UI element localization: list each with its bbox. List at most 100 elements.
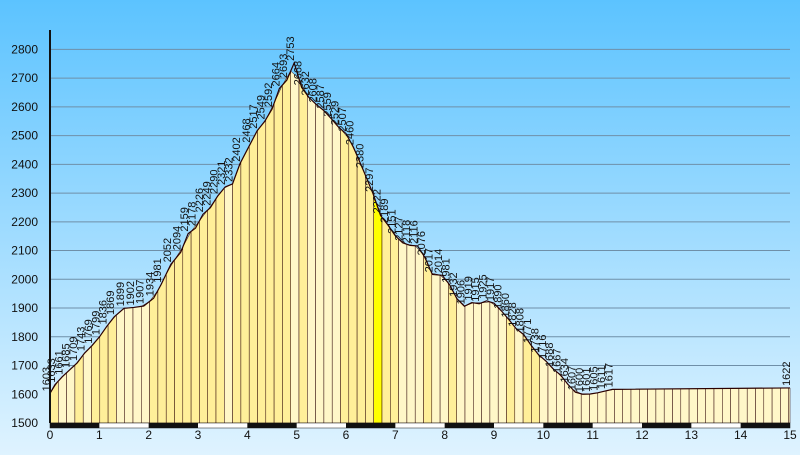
elevation-label: 2507 (337, 107, 349, 131)
elevation-bar (157, 273, 167, 424)
elevation-bar (141, 300, 150, 424)
x-tick-label: 9 (491, 428, 498, 442)
elevation-label: 1932 (448, 272, 460, 296)
elevation-label: 1600 (574, 368, 586, 392)
y-tick-label: 2400 (11, 157, 38, 171)
elevation-label: 2222 (372, 189, 384, 213)
elevation-label: 2189 (379, 198, 391, 222)
elevation-label: 2608 (307, 78, 319, 102)
x-tick-label: 1 (96, 428, 103, 442)
elevation-data-labels: 1603163316611685170917431769179918361869… (41, 36, 793, 392)
elevation-bar (780, 387, 789, 424)
x-tick-label: 3 (195, 428, 202, 442)
elevation-bar (390, 227, 399, 424)
elevation-label: 2380 (354, 144, 366, 168)
elevation-label: 2094 (172, 226, 184, 250)
x-axis-band-segment (247, 423, 297, 428)
elevation-label: 1771 (522, 319, 534, 343)
elevation-bar (423, 255, 433, 424)
x-tick-label: 11 (586, 428, 599, 442)
elevation-bar (116, 307, 125, 424)
elevation-label: 1919 (463, 276, 475, 300)
elevation-bar (331, 119, 341, 424)
elevation-label: 1769 (83, 319, 95, 343)
elevation-label: 1607 (566, 366, 578, 390)
elevation-label: 1902 (125, 281, 137, 305)
elevation-label: 2017 (423, 248, 435, 272)
elevation-label: 1743 (76, 327, 88, 351)
x-axis-band-segment (642, 423, 692, 428)
elevation-label: 1617 (603, 363, 615, 387)
y-tick-label: 2800 (11, 42, 38, 56)
x-axis-band-segment (346, 423, 396, 428)
elevation-bar (174, 246, 184, 424)
y-tick-label: 1800 (11, 330, 38, 344)
elevation-label: 1622 (781, 361, 793, 385)
elevation-label: 2529 (330, 101, 342, 125)
elevation-bar (232, 161, 242, 424)
elevation-bar (705, 388, 715, 424)
elevation-bar (132, 306, 142, 424)
elevation-bar (614, 389, 623, 424)
elevation-bar (481, 301, 491, 424)
elevation-bar (506, 316, 516, 424)
elevation-bar (323, 110, 333, 424)
x-tick-label: 15 (783, 428, 797, 442)
y-tick-label: 1600 (11, 387, 38, 401)
x-tick-label: 12 (635, 428, 649, 442)
elevation-bar (240, 145, 250, 424)
elevation-label: 1917 (485, 277, 497, 301)
elevation-bar (348, 138, 358, 424)
elevation-label: 2332 (224, 157, 236, 181)
elevation-bar (755, 387, 765, 424)
x-axis-band-segment (148, 423, 198, 428)
elevation-bar (248, 130, 258, 424)
y-tick-labels: 1500 1600 1700 1800 1900 2000 2100 2200 2300 2400… (11, 42, 38, 430)
elevation-bar (730, 388, 740, 424)
y-tick-label: 2000 (11, 272, 38, 286)
axes (49, 30, 791, 429)
elevation-label: 2118 (401, 220, 413, 244)
elevation-label: 1605 (589, 366, 601, 390)
elevation-bar (572, 389, 582, 424)
x-tick-label: 8 (441, 428, 448, 442)
elevation-bar (580, 393, 590, 424)
elevation-label: 2587 (315, 84, 327, 108)
elevation-label: 1634 (559, 358, 571, 382)
y-tick-label: 2600 (11, 100, 38, 114)
elevation-bar (257, 118, 267, 424)
elevation-bar (473, 302, 482, 424)
elevation-label: 1688 (544, 342, 556, 366)
elevation-bar (356, 155, 366, 424)
y-tick-label: 1900 (11, 301, 38, 315)
elevation-bar (381, 216, 391, 424)
elevation-label: 1869 (105, 290, 117, 314)
elevation-bar (655, 388, 665, 424)
elevation-label: 1890 (492, 284, 504, 308)
elevation-outline (49, 61, 791, 395)
elevation-bar (290, 70, 300, 424)
x-tick-label: 6 (343, 428, 350, 442)
elevation-bar (489, 301, 499, 424)
elevation-label: 2460 (344, 121, 356, 145)
elevation-bar (99, 323, 109, 424)
elevation-label: 1860 (500, 293, 512, 317)
elevation-bar (82, 345, 92, 424)
elevation-label: 2517 (248, 104, 260, 128)
elevation-bar (398, 238, 408, 424)
elevation-label: 2592 (263, 83, 275, 107)
elevation-bar (298, 78, 308, 424)
elevation-bar (647, 388, 657, 424)
y-tick-label: 2100 (11, 244, 38, 258)
y-tick-label: 1500 (11, 416, 38, 430)
x-tick-label: 13 (685, 428, 699, 442)
elevation-label: 2559 (322, 92, 334, 116)
elevation-bar (771, 387, 781, 424)
elevation-bar (165, 258, 175, 424)
y-tick-label: 2200 (11, 215, 38, 229)
y-tick-label: 1700 (11, 359, 38, 373)
elevation-label: 2116 (409, 220, 421, 244)
elevation-label: 2127 (394, 216, 406, 240)
elevation-label: 2664 (270, 62, 282, 86)
elevation-bar (265, 103, 275, 424)
